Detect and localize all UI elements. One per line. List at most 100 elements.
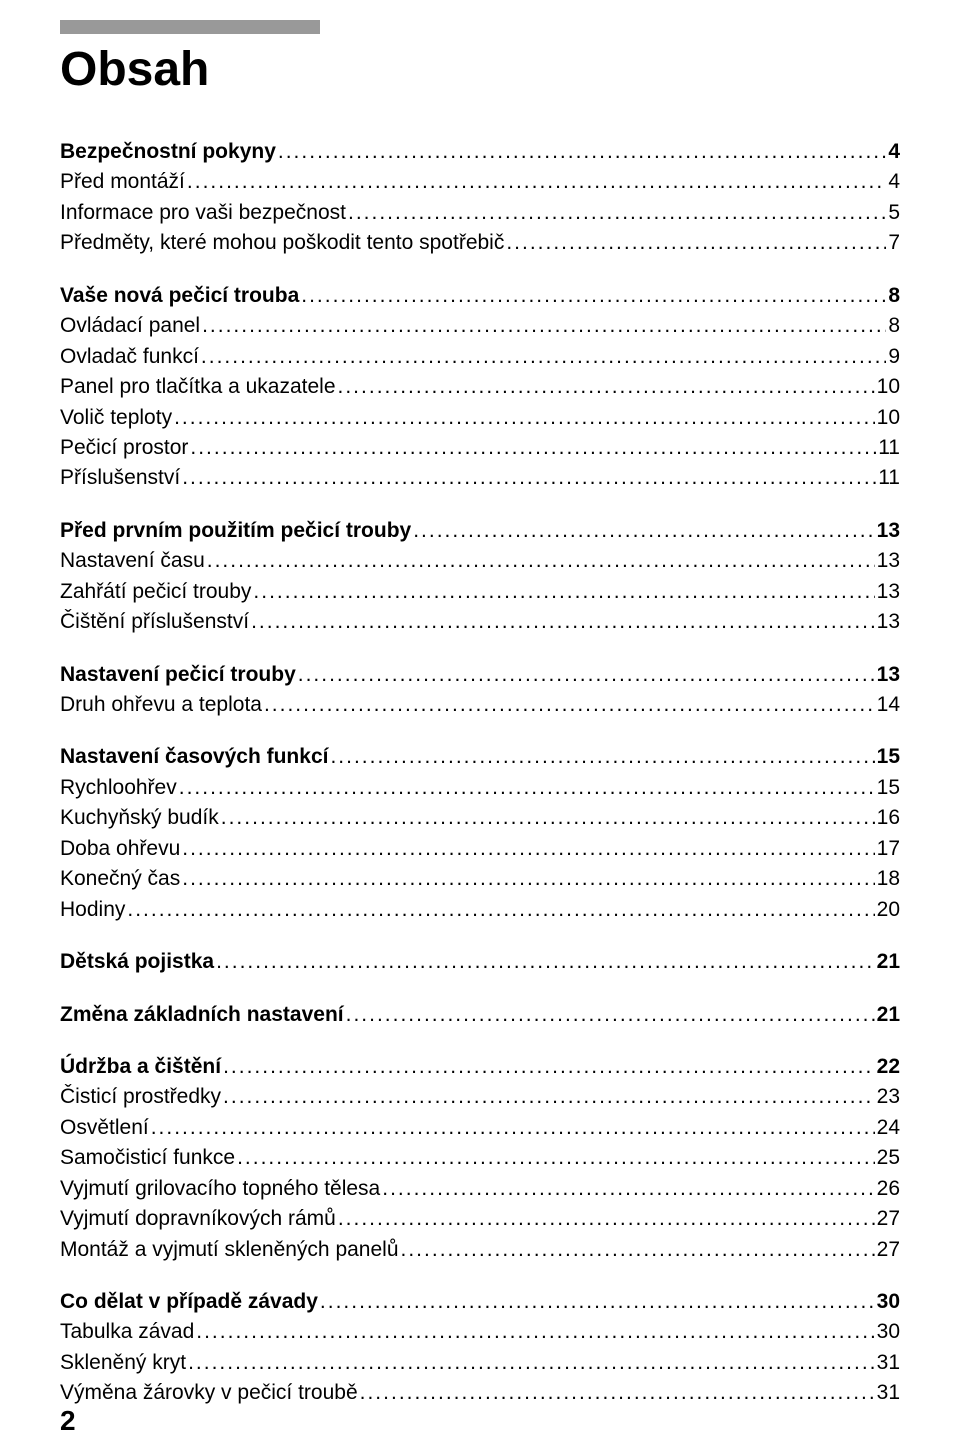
toc-leader-dots bbox=[207, 546, 875, 576]
toc-heading-page: 21 bbox=[875, 947, 900, 977]
toc-item-page: 5 bbox=[886, 198, 900, 228]
toc-leader-dots bbox=[202, 311, 886, 341]
toc-heading: Před prvním použitím pečicí trouby 13 bbox=[60, 516, 900, 546]
toc-item-page: 31 bbox=[875, 1348, 900, 1378]
toc-heading-label: Dětská pojistka bbox=[60, 947, 214, 977]
toc-item-label: Doba ohřevu bbox=[60, 834, 180, 864]
toc-leader-dots bbox=[338, 372, 875, 402]
toc-item: Před montáží4 bbox=[60, 167, 900, 197]
toc-heading-label: Nastavení časových funkcí bbox=[60, 742, 328, 772]
toc-heading-page: 13 bbox=[875, 660, 900, 690]
toc-leader-dots bbox=[237, 1143, 875, 1173]
toc-leader-dots bbox=[174, 403, 875, 433]
toc-item-label: Čisticí prostředky bbox=[60, 1082, 221, 1112]
toc-heading: Nastavení časových funkcí15 bbox=[60, 742, 900, 772]
toc-item: Ovládací panel8 bbox=[60, 311, 900, 341]
toc-item-label: Příslušenství bbox=[60, 463, 180, 493]
toc-item-label: Osvětlení bbox=[60, 1113, 149, 1143]
toc-item-page: 17 bbox=[875, 834, 900, 864]
toc-leader-dots bbox=[190, 433, 876, 463]
toc-leader-dots bbox=[221, 803, 875, 833]
toc-leader-dots bbox=[301, 281, 886, 311]
toc-leader-dots bbox=[506, 228, 886, 258]
toc-leader-dots bbox=[216, 947, 875, 977]
toc-item-page: 14 bbox=[875, 690, 900, 720]
toc-item-page: 11 bbox=[876, 463, 900, 493]
toc-heading: Nastavení pečicí trouby 13 bbox=[60, 660, 900, 690]
toc-leader-dots bbox=[187, 167, 886, 197]
toc-item: Předměty, které mohou poškodit tento spo… bbox=[60, 228, 900, 258]
toc-item-label: Vyjmutí dopravníkových rámů bbox=[60, 1204, 336, 1234]
toc-heading-label: Vaše nová pečicí trouba bbox=[60, 281, 299, 311]
section-gap bbox=[60, 1265, 900, 1287]
toc-item-page: 26 bbox=[875, 1174, 900, 1204]
toc-item: Kuchyňský budík16 bbox=[60, 803, 900, 833]
toc-item: Čištění příslušenství13 bbox=[60, 607, 900, 637]
toc-heading-label: Nastavení pečicí trouby bbox=[60, 660, 296, 690]
toc-item-page: 31 bbox=[875, 1378, 900, 1408]
toc-item-page: 13 bbox=[875, 546, 900, 576]
toc-item-label: Informace pro vaši bezpečnost bbox=[60, 198, 346, 228]
toc-item-page: 15 bbox=[875, 773, 900, 803]
toc-leader-dots bbox=[346, 1000, 875, 1030]
toc-item-label: Rychloohřev bbox=[60, 773, 177, 803]
toc-item: Rychloohřev 15 bbox=[60, 773, 900, 803]
toc-leader-dots bbox=[182, 834, 874, 864]
toc-item-label: Volič teploty bbox=[60, 403, 172, 433]
toc-item: Výměna žárovky v pečicí troubě31 bbox=[60, 1378, 900, 1408]
toc-leader-dots bbox=[196, 1317, 874, 1347]
section-gap bbox=[60, 720, 900, 742]
toc-heading-page: 21 bbox=[875, 1000, 900, 1030]
toc-item-page: 9 bbox=[886, 342, 900, 372]
toc-item: Doba ohřevu 17 bbox=[60, 834, 900, 864]
toc-item: Druh ohřevu a teplota 14 bbox=[60, 690, 900, 720]
toc-item-label: Montáž a vyjmutí skleněných panelů bbox=[60, 1235, 399, 1265]
page: Obsah Bezpečnostní pokyny4Před montáží4I… bbox=[0, 0, 960, 1455]
toc-item-page: 20 bbox=[875, 895, 900, 925]
toc-heading-page: 4 bbox=[886, 137, 900, 167]
toc-heading: Vaše nová pečicí trouba 8 bbox=[60, 281, 900, 311]
toc-leader-dots bbox=[360, 1378, 875, 1408]
toc-item: Nastavení času 13 bbox=[60, 546, 900, 576]
toc-heading-label: Před prvním použitím pečicí trouby bbox=[60, 516, 411, 546]
toc-item-label: Druh ohřevu a teplota bbox=[60, 690, 262, 720]
toc-heading-page: 8 bbox=[886, 281, 900, 311]
toc-item-label: Nastavení času bbox=[60, 546, 205, 576]
toc-leader-dots bbox=[182, 864, 874, 894]
toc-item: Čisticí prostředky23 bbox=[60, 1082, 900, 1112]
header-bar bbox=[60, 20, 320, 34]
toc-leader-dots bbox=[330, 742, 874, 772]
section-gap bbox=[60, 978, 900, 1000]
toc-item-page: 13 bbox=[875, 607, 900, 637]
toc-heading-page: 13 bbox=[875, 516, 900, 546]
toc-item-label: Konečný čas bbox=[60, 864, 180, 894]
toc-item-label: Tabulka závad bbox=[60, 1317, 194, 1347]
toc-item-page: 27 bbox=[875, 1204, 900, 1234]
toc-item: Konečný čas18 bbox=[60, 864, 900, 894]
toc-item-page: 24 bbox=[875, 1113, 900, 1143]
toc-item: Ovladač funkcí9 bbox=[60, 342, 900, 372]
toc-item-label: Ovládací panel bbox=[60, 311, 200, 341]
toc-item-label: Předměty, které mohou poškodit tento spo… bbox=[60, 228, 504, 258]
toc-item: Informace pro vaši bezpečnost 5 bbox=[60, 198, 900, 228]
toc-leader-dots bbox=[223, 1082, 875, 1112]
toc-heading: Změna základních nastavení21 bbox=[60, 1000, 900, 1030]
toc-leader-dots bbox=[179, 773, 875, 803]
toc-item: Vyjmutí grilovacího topného tělesa26 bbox=[60, 1174, 900, 1204]
toc-item-label: Samočisticí funkce bbox=[60, 1143, 235, 1173]
toc-heading-page: 22 bbox=[875, 1052, 900, 1082]
toc-item-page: 13 bbox=[875, 577, 900, 607]
toc-item-label: Zahřátí pečicí trouby bbox=[60, 577, 251, 607]
toc-heading-label: Co dělat v případě závady bbox=[60, 1287, 318, 1317]
toc-heading: Co dělat v případě závady30 bbox=[60, 1287, 900, 1317]
toc-leader-dots bbox=[151, 1113, 875, 1143]
toc-leader-dots bbox=[320, 1287, 875, 1317]
toc-item: Příslušenství 11 bbox=[60, 463, 900, 493]
toc-heading: Údržba a čištění22 bbox=[60, 1052, 900, 1082]
toc-item: Tabulka závad30 bbox=[60, 1317, 900, 1347]
toc-item: Montáž a vyjmutí skleněných panelů27 bbox=[60, 1235, 900, 1265]
toc-item-label: Panel pro tlačítka a ukazatele bbox=[60, 372, 336, 402]
toc-leader-dots bbox=[251, 607, 875, 637]
toc-leader-dots bbox=[182, 463, 876, 493]
toc-heading: Bezpečnostní pokyny4 bbox=[60, 137, 900, 167]
